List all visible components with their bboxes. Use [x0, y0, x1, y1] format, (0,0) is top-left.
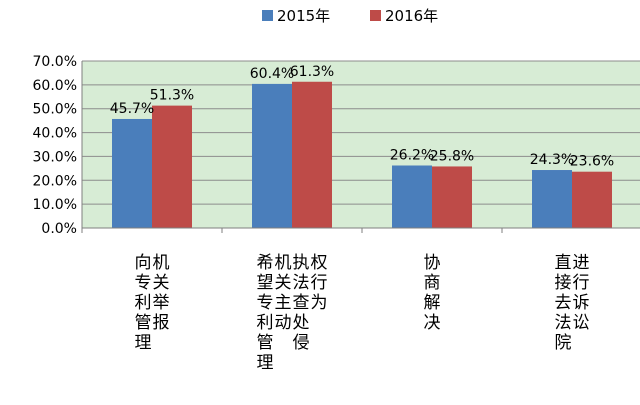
category-label: 协商解决	[424, 253, 441, 333]
category-label: 执法查处侵	[293, 253, 310, 353]
y-tick-label: 0.0%	[41, 221, 77, 237]
bar	[292, 81, 332, 229]
y-tick-label: 60.0%	[33, 78, 77, 94]
category-label: 机关主动	[275, 253, 292, 333]
y-tick-label: 10.0%	[33, 197, 77, 213]
data-label: 24.3%	[530, 152, 574, 168]
bar	[252, 83, 292, 228]
data-label: 25.8%	[430, 148, 474, 164]
y-tick-label: 50.0%	[33, 102, 77, 118]
data-label: 23.6%	[570, 154, 614, 170]
bar	[532, 170, 572, 228]
legend-swatch	[370, 10, 381, 21]
y-tick-label: 70.0%	[33, 54, 77, 70]
category-label: 直接去法院	[555, 253, 572, 353]
category-label: 进行诉讼	[573, 253, 590, 333]
data-labels: 45.7%51.3% 60.4%61.3% 26.2%25.8% 24.3%23.6%	[110, 64, 614, 170]
bar	[392, 165, 432, 228]
data-label: 61.3%	[290, 64, 334, 80]
data-label: 60.4%	[250, 66, 294, 82]
bar	[152, 105, 192, 228]
y-tick-label: 40.0%	[33, 126, 77, 142]
data-label: 26.2%	[390, 147, 434, 163]
legend-swatch	[262, 10, 273, 21]
y-tick-label: 20.0%	[33, 173, 77, 189]
legend-label: 2016年	[385, 7, 438, 25]
bar	[572, 171, 612, 228]
y-tick-label: 30.0%	[33, 149, 77, 165]
data-label: 51.3%	[150, 88, 194, 104]
bars	[112, 81, 612, 229]
legend: 2015年 2016年	[262, 7, 438, 25]
legend-label: 2015年	[277, 7, 330, 25]
category-label: 向专利管理	[135, 253, 152, 353]
category-label: 机关举报	[153, 253, 170, 333]
category-label: 希望专利管理	[257, 253, 274, 373]
bar	[112, 118, 152, 228]
category-label: 权行为	[311, 253, 328, 313]
bar	[432, 166, 472, 228]
y-axis-ticks: 0.0% 10.0% 20.0% 30.0% 40.0% 50.0% 60.0% 70.0%	[33, 54, 83, 237]
data-label: 45.7%	[110, 101, 154, 117]
x-axis-ticks	[81, 228, 503, 233]
